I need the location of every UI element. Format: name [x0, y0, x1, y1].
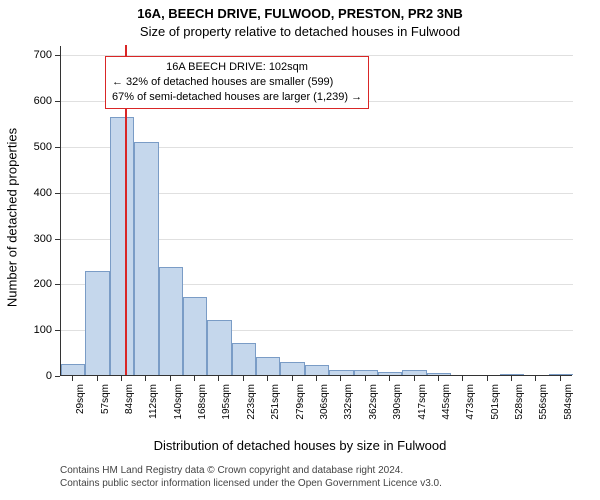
xtick-mark — [511, 376, 512, 381]
x-axis-label: Distribution of detached houses by size … — [0, 438, 600, 453]
bar — [256, 357, 280, 375]
xtick-mark — [121, 376, 122, 381]
chart-title-sub: Size of property relative to detached ho… — [0, 24, 600, 39]
ytick-mark — [55, 55, 60, 56]
xtick-label: 168sqm — [197, 384, 208, 420]
ytick-label: 300 — [22, 233, 52, 245]
xtick-mark — [243, 376, 244, 381]
xtick-mark — [535, 376, 536, 381]
annotation-box: 16A BEECH DRIVE: 102sqm ← 32% of detache… — [105, 56, 369, 109]
xtick-label: 332sqm — [343, 384, 354, 420]
xtick-mark — [170, 376, 171, 381]
ytick-mark — [55, 376, 60, 377]
xtick-label: 501sqm — [490, 384, 501, 420]
bar — [378, 372, 402, 375]
xtick-label: 445sqm — [441, 384, 452, 420]
xtick-mark — [462, 376, 463, 381]
bar — [134, 142, 158, 375]
ytick-mark — [55, 193, 60, 194]
footer-line1: Contains HM Land Registry data © Crown c… — [60, 464, 442, 477]
xtick-label: 140sqm — [173, 384, 184, 420]
xtick-label: 417sqm — [417, 384, 428, 420]
xtick-mark — [267, 376, 268, 381]
xtick-mark — [487, 376, 488, 381]
xtick-mark — [438, 376, 439, 381]
xtick-label: 279sqm — [295, 384, 306, 420]
xtick-mark — [365, 376, 366, 381]
bar — [232, 343, 256, 375]
xtick-label: 112sqm — [148, 384, 159, 419]
xtick-mark — [97, 376, 98, 381]
chart-title-main: 16A, BEECH DRIVE, FULWOOD, PRESTON, PR2 … — [0, 6, 600, 21]
xtick-mark — [316, 376, 317, 381]
xtick-mark — [340, 376, 341, 381]
y-axis-label: Number of detached properties — [5, 118, 20, 318]
bar — [110, 117, 134, 375]
chart-container: 16A, BEECH DRIVE, FULWOOD, PRESTON, PR2 … — [0, 0, 600, 500]
xtick-label: 473sqm — [465, 384, 476, 420]
annotation-line3: 67% of semi-detached houses are larger (… — [112, 90, 362, 105]
ytick-label: 700 — [22, 49, 52, 61]
bar — [329, 370, 353, 376]
bar — [280, 362, 304, 375]
bar — [549, 374, 573, 375]
ytick-mark — [55, 147, 60, 148]
xtick-mark — [72, 376, 73, 381]
xtick-label: 84sqm — [124, 384, 135, 414]
footer-line2: Contains public sector information licen… — [60, 477, 442, 490]
xtick-mark — [560, 376, 561, 381]
ytick-label: 600 — [22, 95, 52, 107]
annotation-line1: 16A BEECH DRIVE: 102sqm — [112, 60, 362, 75]
bar — [354, 370, 378, 376]
xtick-label: 584sqm — [563, 384, 574, 420]
xtick-label: 390sqm — [392, 384, 403, 420]
xtick-mark — [414, 376, 415, 381]
xtick-mark — [218, 376, 219, 381]
annotation-line2: ← 32% of detached houses are smaller (59… — [112, 75, 362, 90]
bar — [402, 370, 426, 375]
xtick-label: 57sqm — [100, 384, 111, 414]
ytick-mark — [55, 330, 60, 331]
bar — [500, 374, 524, 375]
bar — [305, 365, 329, 375]
bar — [85, 271, 109, 376]
footer: Contains HM Land Registry data © Crown c… — [60, 464, 442, 490]
xtick-label: 306sqm — [319, 384, 330, 420]
bar — [159, 267, 183, 375]
xtick-label: 223sqm — [246, 384, 257, 420]
ytick-mark — [55, 101, 60, 102]
xtick-label: 556sqm — [538, 384, 549, 420]
xtick-label: 362sqm — [368, 384, 379, 420]
xtick-mark — [194, 376, 195, 381]
ytick-label: 500 — [22, 141, 52, 153]
ytick-label: 100 — [22, 324, 52, 336]
xtick-mark — [292, 376, 293, 381]
xtick-label: 251sqm — [270, 384, 281, 420]
ytick-mark — [55, 284, 60, 285]
xtick-label: 528sqm — [514, 384, 525, 420]
ytick-label: 0 — [22, 370, 52, 382]
xtick-mark — [389, 376, 390, 381]
xtick-label: 29sqm — [75, 384, 86, 414]
xtick-mark — [145, 376, 146, 381]
ytick-mark — [55, 239, 60, 240]
bar — [183, 297, 207, 375]
bar — [427, 373, 451, 375]
ytick-label: 400 — [22, 187, 52, 199]
ytick-label: 200 — [22, 278, 52, 290]
xtick-label: 195sqm — [221, 384, 232, 420]
bar — [61, 364, 85, 375]
bar — [207, 320, 231, 375]
